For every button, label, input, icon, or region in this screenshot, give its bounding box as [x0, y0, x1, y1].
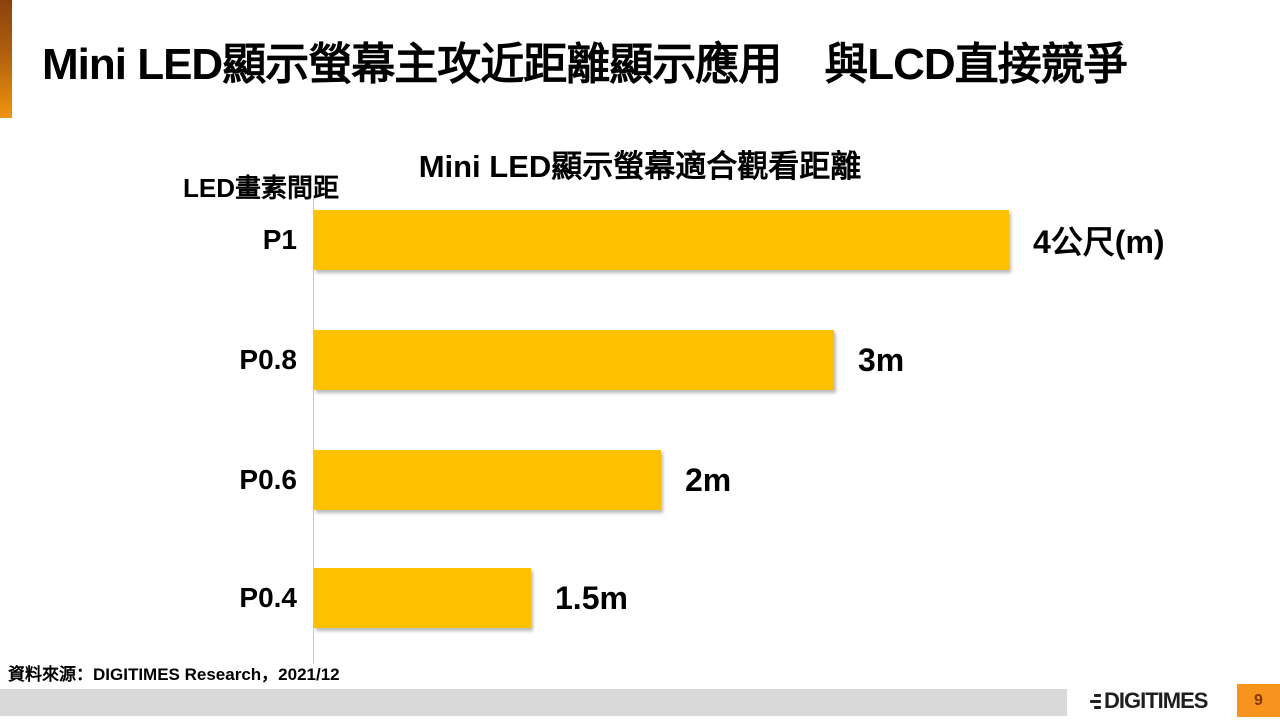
bar-p0-6 — [314, 450, 661, 510]
bar-p0-8 — [314, 330, 834, 390]
page-number-badge: 9 — [1237, 684, 1280, 717]
category-label: P1 — [262, 224, 297, 255]
category-label: P0.8 — [239, 344, 297, 375]
value-label: 4公尺(m) — [1033, 224, 1165, 260]
bar-p1 — [314, 210, 1009, 270]
bar-row-p0-8: P0.8 3m — [239, 330, 905, 390]
y-axis-label: LED畫素間距 — [183, 173, 340, 203]
value-label: 1.5m — [555, 579, 628, 616]
bar-row-p1: P1 4公尺(m) — [263, 210, 1165, 270]
value-label: 3m — [858, 341, 905, 378]
source-note: 資料來源：DIGITIMES Research，2021/12 — [8, 665, 340, 684]
value-label: 2m — [685, 461, 732, 498]
category-label: P0.6 — [239, 464, 297, 495]
accent-bar — [0, 0, 12, 118]
y-axis-line — [313, 196, 314, 664]
slide-title: Mini LED顯示螢幕主攻近距離顯示應用 與LCD直接競爭 — [42, 40, 1128, 89]
bar-row-p0-6: P0.6 2m — [239, 450, 732, 510]
category-label: P0.4 — [239, 582, 297, 613]
footer-bar — [0, 689, 1067, 716]
bar-p0-4 — [314, 568, 531, 628]
chart-title: Mini LED顯示螢幕適合觀看距離 — [418, 149, 862, 184]
logo-text: DIGITIMES — [1104, 688, 1208, 713]
digitimes-logo: DIGITIMES — [1090, 688, 1208, 714]
bar-row-p0-4: P0.4 1.5m — [239, 568, 628, 628]
logo-speed-lines-icon — [1090, 693, 1101, 709]
page-number: 9 — [1254, 691, 1263, 709]
